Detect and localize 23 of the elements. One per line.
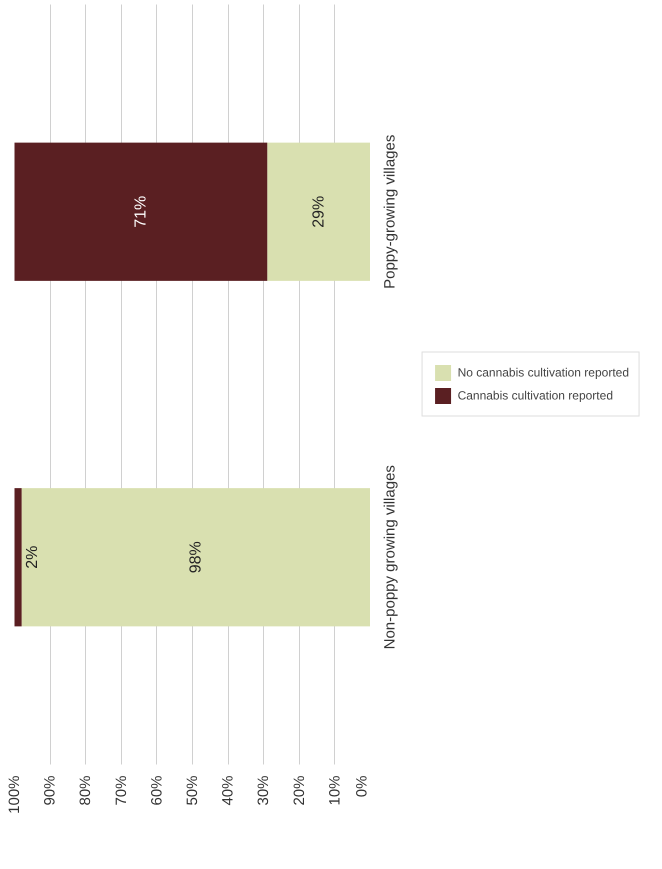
x-tick-label: 30%	[255, 775, 272, 806]
x-tick-label: 70%	[112, 775, 130, 806]
data-label: 29%	[310, 196, 328, 228]
x-tick-label: 10%	[326, 775, 344, 806]
bar	[14, 488, 22, 626]
data-label: 71%	[132, 196, 150, 228]
legend-label: No cannabis cultivation reported	[458, 366, 629, 380]
legend-label: Cannabis cultivation reported	[458, 388, 613, 402]
x-tick-label: 60%	[148, 775, 166, 806]
x-tick-label: 0%	[354, 775, 370, 798]
bar	[22, 488, 370, 626]
x-tick-label: 100%	[6, 775, 23, 814]
bar	[267, 142, 370, 281]
x-tick-label: 20%	[290, 775, 308, 806]
x-tick-label: 40%	[220, 775, 237, 806]
data-label: 2%	[24, 546, 41, 569]
x-tick-label: 90%	[42, 775, 59, 806]
data-label: 98%	[188, 541, 205, 574]
y-tick-label: Non-poppy growing villages	[382, 465, 399, 650]
x-tick-label: 50%	[184, 775, 201, 806]
y-tick-label: Poppy-growing villages	[382, 134, 399, 289]
x-tick-label: 80%	[77, 775, 94, 806]
bar	[14, 142, 268, 281]
